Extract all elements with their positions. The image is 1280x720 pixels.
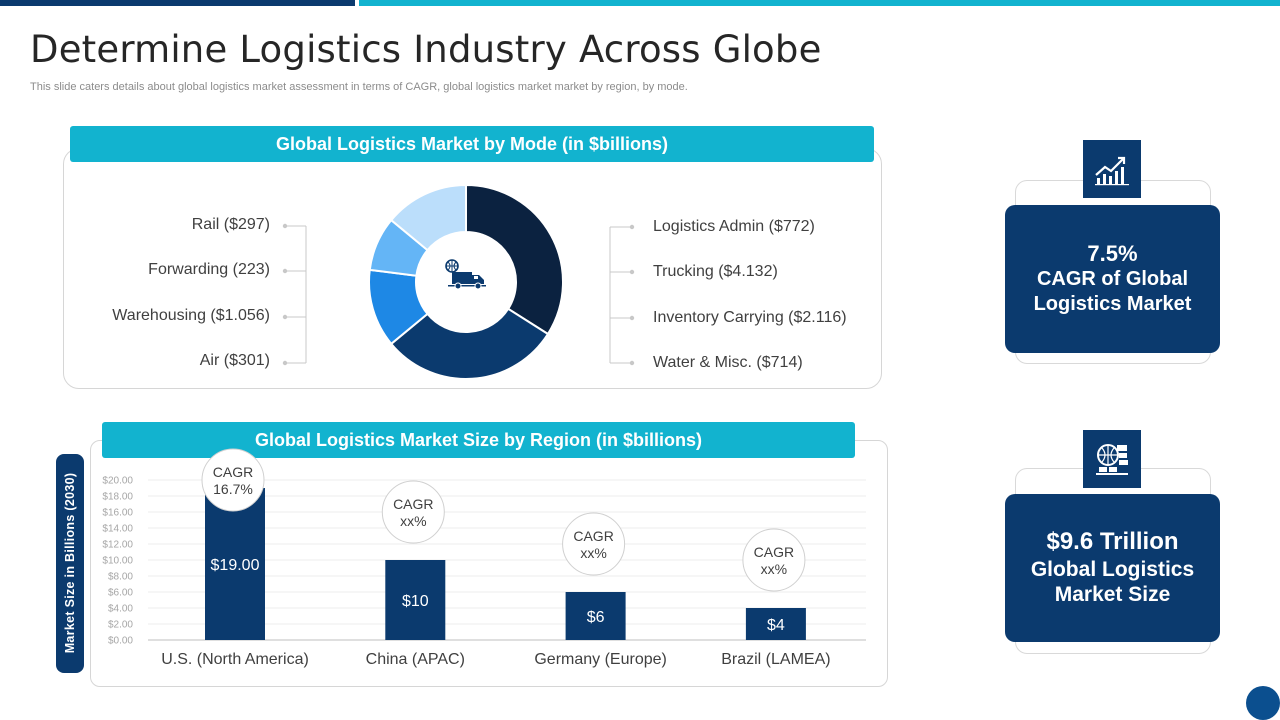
top-accent-bar-left — [0, 0, 355, 6]
cagr-bubble-label: CAGR — [393, 496, 433, 512]
x-category-label: Germany (Europe) — [534, 651, 667, 668]
corner-decoration — [1246, 686, 1280, 720]
y-tick-label: $4.00 — [108, 604, 133, 615]
donut-slice-2 — [389, 307, 550, 380]
y-tick-label: $2.00 — [108, 620, 133, 631]
market-size-card-line2: Market Size — [1054, 583, 1171, 607]
y-tick-label: $8.00 — [108, 572, 133, 583]
y-tick-label: $6.00 — [108, 588, 133, 599]
bar-value-label: $6 — [587, 609, 605, 626]
cagr-card-line1: CAGR of Global — [1036, 268, 1189, 291]
mode-label-logistics-admin: Logistics Admin ($772) — [653, 218, 815, 235]
y-tick-label: $0.00 — [108, 636, 133, 647]
cagr-bubble-value: 16.7% — [213, 481, 253, 497]
bar-3 — [565, 592, 626, 640]
top-accent-bar-right — [359, 0, 1280, 6]
x-category-label: China (APAC) — [366, 651, 465, 668]
mode-label-water-misc: Water & Misc. ($714) — [653, 354, 803, 371]
cagr-bubble-label: CAGR — [754, 544, 794, 560]
bar-4 — [745, 608, 806, 640]
cagr-card-headline: 7.5% — [1087, 240, 1138, 266]
cagr-bubble-value: xx% — [580, 545, 606, 561]
cagr-bubble-value: xx% — [761, 561, 787, 577]
market-size-card-headline: $9.6 Trillion — [1046, 528, 1179, 556]
mode-panel-banner: Global Logistics Market by Mode (in $bil… — [70, 126, 874, 162]
globe-shipping-icon — [1096, 444, 1128, 475]
cagr-bubble — [742, 528, 806, 592]
x-category-label: U.S. (North America) — [161, 651, 309, 668]
truck-globe-icon — [445, 259, 486, 290]
y-tick-label: $18.00 — [102, 492, 133, 503]
bar-value-label: $19.00 — [211, 557, 260, 574]
cagr-bubble-label: CAGR — [213, 464, 253, 480]
y-tick-label: $20.00 — [102, 476, 133, 487]
cagr-card-line2: Logistics Market — [1033, 293, 1192, 316]
mode-label-forwarding: Forwarding (223) — [148, 261, 270, 278]
page-title: Determine Logistics Industry Across Glob… — [30, 28, 822, 71]
cagr-bubble-label: CAGR — [573, 528, 613, 544]
donut-slice-1 — [465, 183, 564, 336]
cagr-bubble — [562, 512, 626, 576]
cagr-bubble — [201, 448, 265, 512]
page-subtitle: This slide caters details about global l… — [30, 81, 688, 93]
bar-value-label: $10 — [402, 593, 429, 610]
x-category-label: Brazil (LAMEA) — [721, 651, 830, 668]
mode-label-air: Air ($301) — [199, 352, 270, 369]
market-size-card-icon-box — [1083, 430, 1141, 488]
y-tick-label: $14.00 — [102, 524, 133, 535]
mode-label-rail: Rail ($297) — [191, 216, 270, 233]
bar-value-label: $4 — [767, 617, 785, 634]
bar-2 — [385, 560, 446, 640]
bar-1 — [205, 488, 265, 640]
cagr-card: 7.5% CAGR of Global Logistics Market — [1005, 205, 1220, 353]
cagr-bubble-value: xx% — [400, 513, 426, 529]
mode-label-warehousing: Warehousing ($1.056) — [112, 307, 270, 324]
market-size-card: $9.6 Trillion Global Logistics Market Si… — [1005, 494, 1220, 642]
cagr-card-icon-box — [1083, 140, 1141, 198]
y-tick-label: $10.00 — [102, 556, 133, 567]
growth-chart-icon — [1095, 156, 1129, 186]
y-axis-title-pill — [56, 454, 84, 673]
donut-slice-5 — [389, 183, 467, 252]
y-tick-label: $16.00 — [102, 508, 133, 519]
mode-label-inventory-carrying: Inventory Carrying ($2.116) — [653, 309, 847, 326]
y-tick-label: $12.00 — [102, 540, 133, 551]
cagr-bubble — [381, 480, 445, 544]
mode-label-trucking: Trucking ($4.132) — [653, 263, 778, 280]
market-size-card-line1: Global Logistics — [1030, 558, 1195, 582]
